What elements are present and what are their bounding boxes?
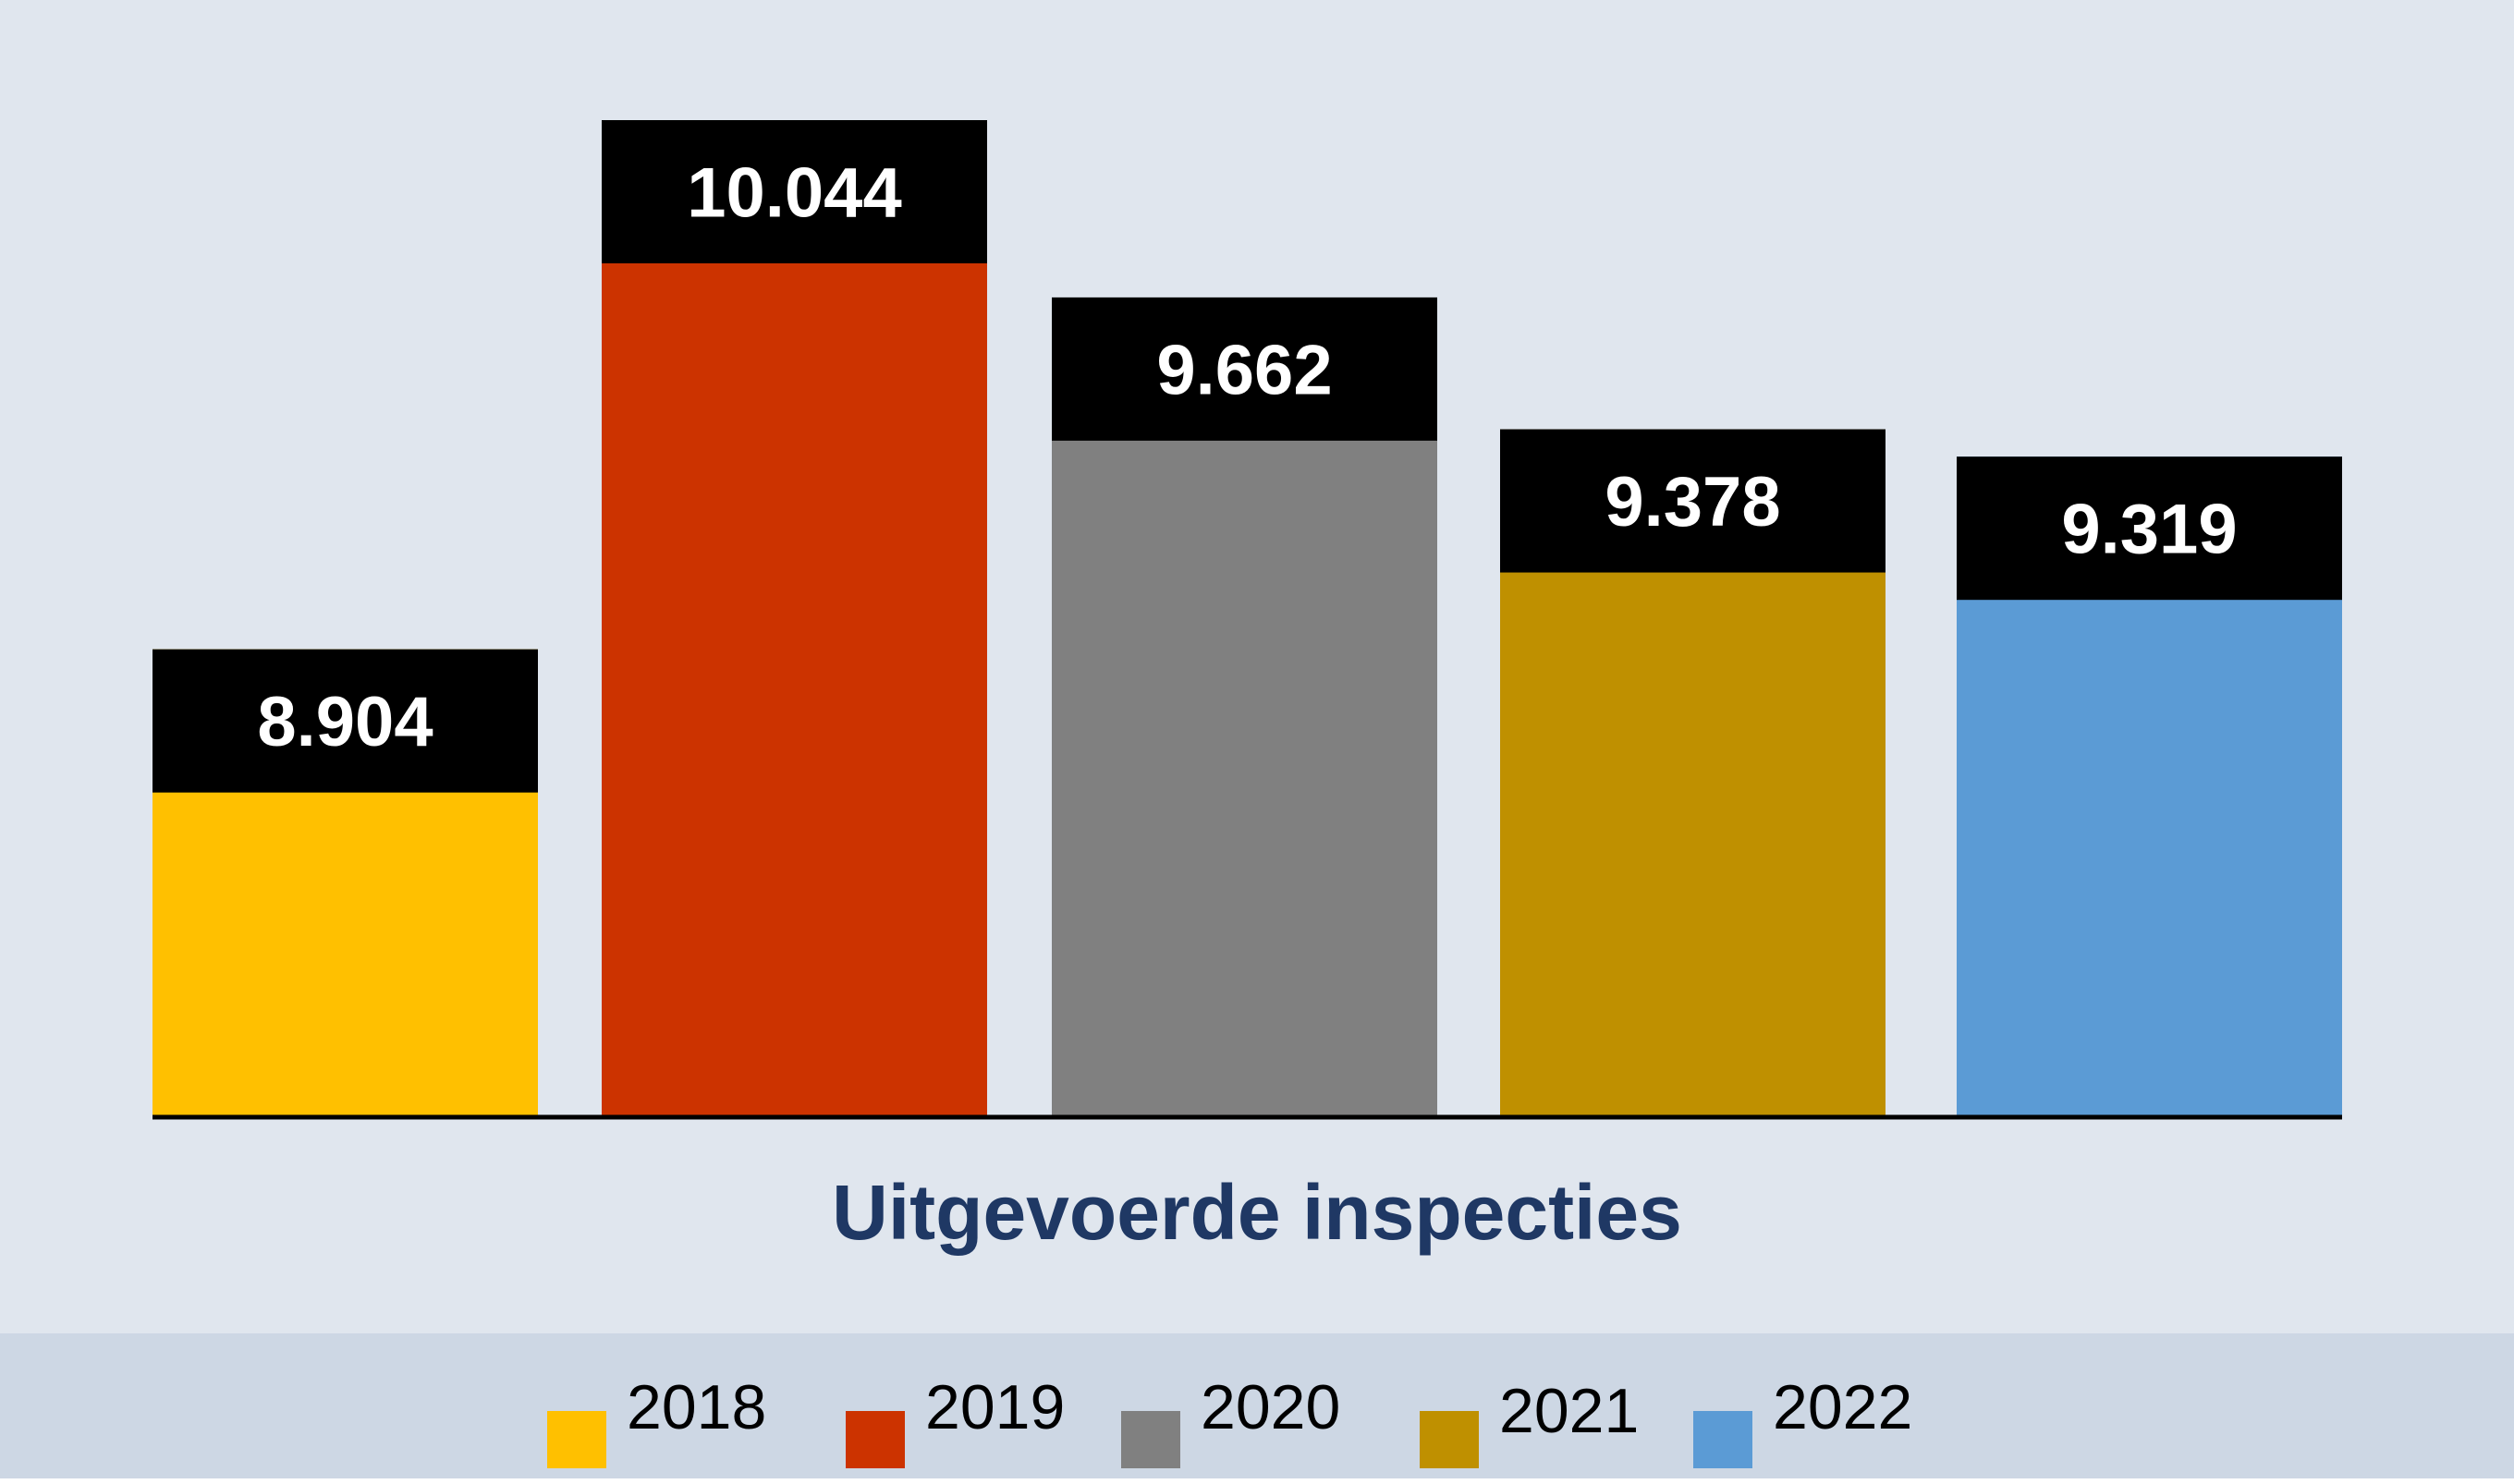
legend-swatch-2021 [1420, 1411, 1479, 1468]
legend: 2018 2019 2020 2021 2022 [0, 1333, 2514, 1478]
chart-svg: 8.904 10.044 9.662 9.378 9.319 [153, 120, 2342, 1120]
data-label-box-2019 [602, 120, 987, 263]
data-label-2020: 9.662 [1156, 331, 1332, 409]
data-label-2019: 10.044 [687, 154, 901, 233]
data-label-2022: 9.319 [2061, 491, 2237, 569]
legend-label-2019: 2019 [925, 1372, 1066, 1442]
legend-label-2018: 2018 [627, 1372, 767, 1442]
data-label-2018: 8.904 [257, 683, 433, 761]
plot-area: 8.904 10.044 9.662 9.378 9.319 Uitgevoerde i… [0, 0, 2514, 1333]
legend-label-2020: 2020 [1201, 1372, 1341, 1442]
bar-2019 [602, 120, 987, 1115]
data-label-2021: 9.378 [1605, 463, 1780, 541]
data-label-box-2018 [153, 649, 538, 793]
legend-swatch-2019 [846, 1411, 905, 1468]
chart-title: Uitgevoerde inspecties [832, 1169, 1682, 1256]
data-label-box-2020 [1052, 297, 1437, 441]
legend-label-2021: 2021 [1499, 1376, 1640, 1446]
legend-label-2022: 2022 [1773, 1372, 1913, 1442]
data-label-box-2021 [1500, 429, 1886, 573]
legend-swatch-2020 [1121, 1411, 1180, 1468]
bars-group: 8.904 10.044 9.662 9.378 9.319 [153, 120, 2342, 1115]
legend-swatch-2018 [547, 1411, 606, 1468]
legend-swatch-2022 [1693, 1411, 1752, 1468]
data-label-box-2022 [1957, 456, 2342, 601]
